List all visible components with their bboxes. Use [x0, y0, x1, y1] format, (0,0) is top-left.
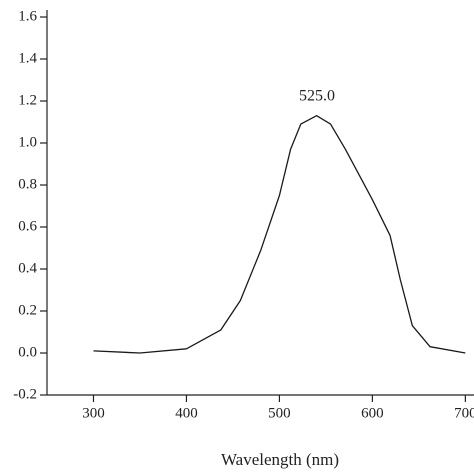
x-tick-label: 600 [361, 405, 384, 421]
y-tick-label: 1.6 [18, 8, 37, 24]
y-tick-label: -0.2 [13, 386, 37, 402]
y-tick-label: 0.0 [18, 344, 37, 360]
spectrum-line [93, 115, 466, 354]
y-tick-label: 1.2 [18, 92, 37, 108]
y-tick-label: 0.8 [18, 176, 37, 192]
peak-annotation: 525.0 [299, 88, 335, 105]
y-tick-label: 1.4 [18, 50, 37, 66]
x-tick-label: 300 [82, 405, 105, 421]
y-tick-label: 0.4 [18, 260, 37, 276]
x-axis-label: Wavelength (nm) [221, 450, 339, 469]
y-tick-label: 1.0 [18, 134, 37, 150]
x-tick-label: 400 [175, 405, 198, 421]
x-tick-label: 700 [454, 405, 474, 421]
x-tick-label: 500 [268, 405, 291, 421]
y-tick-label: 0.6 [18, 218, 37, 234]
y-tick-label: 0.2 [18, 302, 37, 318]
